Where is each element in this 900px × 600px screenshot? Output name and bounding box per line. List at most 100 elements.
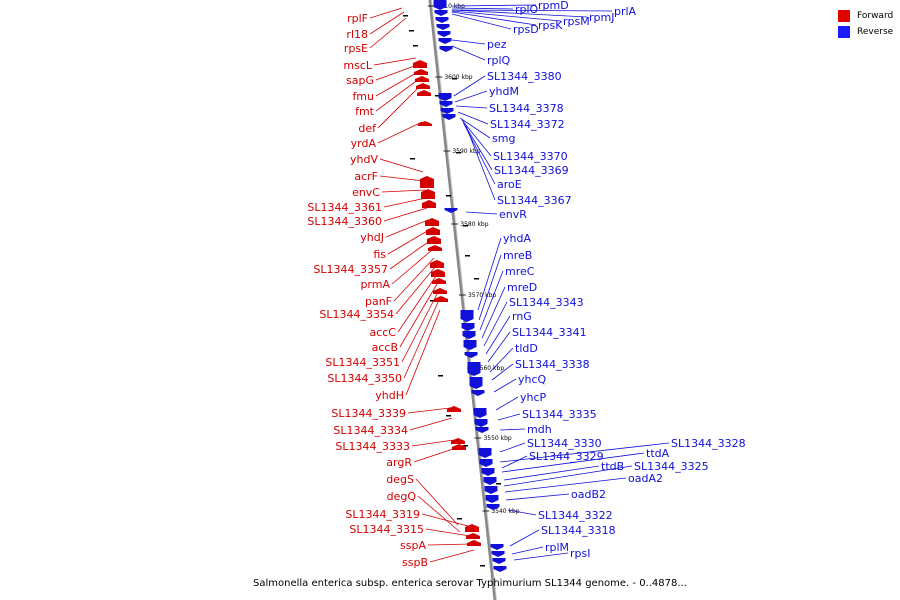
gene-marker	[474, 278, 479, 280]
reverse-gene-block	[478, 448, 492, 458]
reverse-gene-leader	[451, 4, 537, 7]
forward-gene-leader	[383, 207, 428, 222]
reverse-gene-block	[436, 24, 450, 30]
reverse-gene-leader	[451, 13, 512, 30]
gene-marker	[446, 195, 451, 197]
reverse-gene-label: mdh	[527, 423, 552, 436]
reverse-gene-label: mreD	[507, 281, 537, 294]
reverse-gene-label: SL1344_3378	[489, 102, 564, 115]
reverse-gene-block	[444, 208, 458, 213]
forward-gene-label: yhdV	[350, 153, 378, 166]
reverse-gene-leader	[451, 39, 486, 45]
gene-marker	[463, 225, 468, 227]
reverse-gene-block	[433, 0, 447, 10]
reverse-gene-leader	[495, 396, 519, 411]
forward-gene-label: fis	[373, 248, 386, 261]
legend: Forward Reverse	[838, 8, 893, 40]
reverse-gene-label: tldD	[515, 342, 538, 355]
reverse-gene-label: mreB	[503, 249, 532, 262]
forward-gene-label: degS	[386, 473, 414, 486]
reverse-gene-label: SL1344_3328	[671, 437, 746, 450]
reverse-gene-leader	[511, 546, 544, 555]
reverse-gene-leader	[499, 442, 526, 453]
reverse-gene-label: SL1344_3318	[541, 524, 616, 537]
forward-gene-block	[467, 540, 481, 546]
reverse-gene-leader	[451, 7, 514, 10]
gene-marker	[403, 15, 408, 17]
forward-gene-leader	[389, 239, 432, 270]
legend-item-forward: Forward	[838, 8, 893, 24]
reverse-gene-label: SL1344_3325	[634, 460, 709, 473]
forward-gene-leader	[403, 299, 440, 379]
reverse-gene-block	[491, 551, 505, 557]
gene-marker	[430, 300, 435, 302]
reverse-gene-label: oadB2	[571, 488, 606, 501]
genome-caption: Salmonella enterica subsp. enterica sero…	[253, 578, 687, 589]
forward-gene-leader	[401, 291, 439, 363]
forward-gene-leader	[427, 543, 473, 546]
forward-gene-leader	[375, 78, 420, 112]
reverse-gene-leader	[451, 10, 562, 22]
forward-gene-label: mscL	[343, 59, 372, 72]
forward-gene-label: yrdA	[351, 137, 377, 150]
forward-gene-label: degQ	[387, 490, 417, 503]
genome-axis	[428, 0, 497, 600]
forward-gene-block	[425, 218, 439, 226]
reverse-gene-leader	[491, 363, 514, 381]
gene-marker	[496, 483, 501, 485]
reverse-gene-block	[461, 323, 475, 331]
forward-gene-leader	[369, 7, 403, 19]
reverse-gene-leader	[501, 455, 528, 469]
forward-gene-label: def	[358, 122, 377, 135]
legend-label-forward: Forward	[857, 11, 894, 21]
forward-gene-leader	[417, 495, 461, 533]
reverse-gene-label: rplO	[515, 3, 539, 16]
forward-gene-block	[452, 444, 466, 450]
reverse-gene-label: rplQ	[487, 54, 511, 67]
forward-gene-leader	[397, 275, 437, 333]
reverse-gene-leader	[453, 75, 486, 97]
reverse-gene-block	[442, 114, 456, 120]
reverse-gene-block	[479, 459, 493, 467]
reverse-gene-block	[493, 566, 507, 572]
gene-marker	[413, 45, 418, 47]
reverse-gene-block	[439, 101, 453, 107]
reverse-gene-block	[439, 46, 453, 52]
reverse-gene-leader	[499, 442, 670, 463]
reverse-gene-label: SL1344_3338	[515, 358, 590, 371]
reverse-gene-block	[463, 340, 477, 350]
forward-gene-block	[417, 90, 431, 96]
forward-gene-block	[465, 524, 479, 532]
reverse-gene-block	[435, 17, 449, 23]
forward-gene-label: argR	[386, 456, 412, 469]
reverse-gene-leader	[513, 552, 569, 561]
reverse-gene-label: envR	[499, 208, 527, 221]
gene-marker	[435, 95, 440, 97]
forward-gene-label: envC	[352, 186, 380, 199]
forward-gene-block	[421, 189, 435, 199]
forward-gene-leader	[399, 283, 438, 348]
forward-gene-leader	[381, 189, 426, 193]
forward-gene-leader	[391, 249, 433, 285]
reverse-gene-block	[467, 362, 481, 376]
forward-gene-leader	[387, 229, 430, 255]
forward-gene-label: sspB	[402, 556, 428, 569]
forward-gene-leader	[377, 121, 423, 144]
reverse-gene-label: prlA	[614, 5, 637, 18]
legend-item-reverse: Reverse	[838, 24, 893, 40]
scale-tick-label: 3540 kbp	[491, 508, 519, 515]
forward-gene-label: prmA	[360, 278, 390, 291]
gene-marker	[480, 565, 485, 567]
forward-gene-label: fmu	[352, 90, 374, 103]
reverse-gene-leader	[505, 493, 570, 501]
forward-gene-block	[432, 278, 446, 284]
reverse-gene-leader	[487, 331, 511, 363]
gene-marker	[409, 30, 414, 32]
forward-gene-leader	[369, 11, 405, 35]
reverse-gene-label: SL1344_3370	[493, 150, 568, 163]
forward-gene-label: SL1344_3333	[335, 440, 410, 453]
gene-marker	[446, 415, 451, 417]
reverse-gene-leader	[503, 465, 600, 481]
legend-label-reverse: Reverse	[857, 27, 894, 37]
forward-gene-leader	[379, 175, 425, 182]
